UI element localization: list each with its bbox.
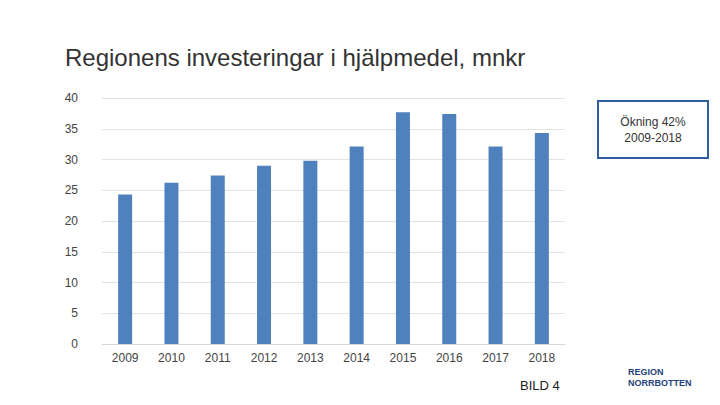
svg-text:2014: 2014 bbox=[343, 351, 370, 365]
svg-text:2018: 2018 bbox=[528, 351, 555, 365]
svg-text:2012: 2012 bbox=[251, 351, 278, 365]
svg-text:5: 5 bbox=[71, 306, 78, 320]
svg-text:Regionens investeringar i hjäl: Regionens investeringar i hjälpmedel, mn… bbox=[65, 44, 525, 71]
svg-text:2009: 2009 bbox=[112, 351, 139, 365]
svg-text:40: 40 bbox=[65, 91, 79, 105]
svg-text:BILD 4: BILD 4 bbox=[520, 378, 560, 393]
svg-text:NORRBOTTEN: NORRBOTTEN bbox=[628, 378, 692, 388]
svg-text:2013: 2013 bbox=[297, 351, 324, 365]
svg-text:25: 25 bbox=[65, 183, 79, 197]
svg-text:20: 20 bbox=[65, 214, 79, 228]
svg-text:2016: 2016 bbox=[436, 351, 463, 365]
svg-text:0: 0 bbox=[71, 337, 78, 351]
svg-text:2011: 2011 bbox=[205, 351, 231, 365]
svg-text:35: 35 bbox=[65, 122, 79, 136]
svg-text:2009-2018: 2009-2018 bbox=[624, 131, 682, 145]
svg-text:10: 10 bbox=[65, 276, 79, 290]
svg-text:REGION: REGION bbox=[628, 367, 664, 377]
svg-text:2015: 2015 bbox=[390, 351, 417, 365]
svg-text:2017: 2017 bbox=[482, 351, 509, 365]
svg-text:Ökning 42%: Ökning 42% bbox=[620, 115, 686, 129]
svg-text:2010: 2010 bbox=[158, 351, 185, 365]
svg-text:30: 30 bbox=[65, 153, 79, 167]
svg-text:15: 15 bbox=[65, 245, 79, 259]
